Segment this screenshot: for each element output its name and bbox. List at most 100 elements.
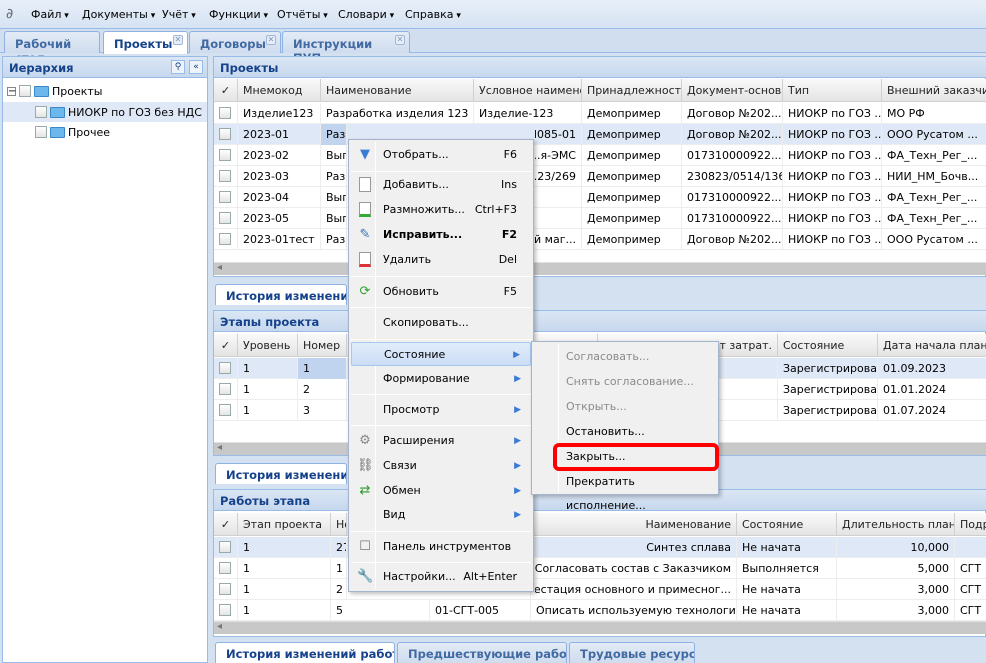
column-header[interactable]: Длительность план ▾	[837, 513, 955, 536]
menu-item[interactable]: Прекратить исполнение...	[566, 475, 646, 512]
tree-node-root[interactable]: − Проекты	[7, 81, 103, 101]
column-header[interactable]: Наименование	[321, 79, 474, 102]
menu-item[interactable]: 🔧 Настройки... Alt+Enter	[351, 565, 531, 589]
column-header[interactable]: Уровень	[238, 334, 298, 357]
checkbox[interactable]	[219, 233, 231, 245]
table-row[interactable]: 2023-05Выполнение ... Демопример017310000…	[214, 208, 986, 229]
row-checkbox-cell[interactable]	[214, 558, 238, 579]
checkbox[interactable]	[19, 85, 31, 97]
row-checkbox-cell[interactable]	[214, 379, 238, 400]
column-header[interactable]: Состояние	[737, 513, 837, 536]
close-icon[interactable]: ✕	[173, 35, 183, 45]
checkbox[interactable]	[35, 126, 47, 138]
row-checkbox-cell[interactable]	[214, 187, 238, 208]
horizontal-scrollbar[interactable]	[214, 621, 986, 634]
column-header[interactable]: Подр	[955, 513, 986, 536]
checkbox[interactable]	[35, 106, 47, 118]
checkbox[interactable]	[219, 362, 231, 374]
row-checkbox-cell[interactable]	[214, 103, 238, 124]
table-row[interactable]: 2023-04Выполнение ... Демопример017310000…	[214, 187, 986, 208]
menu-item[interactable]: ☐ Панель инструментов	[351, 535, 531, 559]
select-all-header[interactable]: ✓	[214, 513, 238, 536]
menu-item[interactable]: Добавить... Ins	[351, 173, 531, 197]
tab-predecessors[interactable]: Предшествующие работы	[397, 642, 567, 663]
checkbox[interactable]	[219, 604, 231, 616]
column-header[interactable]: Тип	[783, 79, 882, 102]
select-all-header[interactable]: ✓	[214, 79, 238, 102]
menu-documents[interactable]: Документы	[82, 8, 155, 21]
collapse-icon[interactable]: −	[7, 85, 17, 97]
checkbox[interactable]	[219, 128, 231, 140]
column-header[interactable]: Внешний заказчик	[882, 79, 986, 102]
column-header[interactable]: Документ-основан	[682, 79, 783, 102]
row-checkbox-cell[interactable]	[214, 358, 238, 379]
table-row[interactable]: 2023-03Разработка ... ...23/269Демопример…	[214, 166, 986, 187]
menu-item[interactable]: Остановить...	[566, 425, 645, 438]
menu-item[interactable]: ⇄ Обмен ▶	[351, 479, 531, 503]
row-checkbox-cell[interactable]	[214, 145, 238, 166]
menu-item[interactable]: ⛓ Связи ▶	[351, 454, 531, 478]
menu-item[interactable]: Формирование ▶	[351, 367, 531, 391]
tab-projects[interactable]: Проекты ✕	[103, 31, 188, 54]
menu-item-close[interactable]: Закрыть...	[566, 450, 626, 463]
checkbox[interactable]	[219, 404, 231, 416]
menu-functions[interactable]: Функции	[209, 8, 268, 21]
menu-item[interactable]: Удалить Del	[351, 248, 531, 272]
tab-labor-resources[interactable]: Трудовые ресурсы	[569, 642, 695, 663]
menu-item[interactable]: ✎ Исправить... F2	[351, 223, 531, 247]
row-checkbox-cell[interactable]	[214, 400, 238, 421]
table-row[interactable]: 1 2 Аттестация основного и примесног... Не …	[214, 579, 986, 600]
menu-file[interactable]: Файл	[31, 8, 69, 21]
menu-item[interactable]: Вид ▶	[351, 503, 531, 527]
column-header[interactable]: Мнемокод	[238, 79, 321, 102]
close-icon[interactable]: ✕	[395, 35, 405, 45]
select-all-header[interactable]: ✓	[214, 334, 238, 357]
row-checkbox-cell[interactable]	[214, 579, 238, 600]
collapse-panel-icon[interactable]: «	[189, 60, 203, 74]
checkbox[interactable]	[219, 212, 231, 224]
table-row[interactable]: 2023-01тестРазработка ... ...й маг...Демо…	[214, 229, 986, 250]
checkbox[interactable]	[219, 149, 231, 161]
menu-item[interactable]: Открыть...	[566, 400, 627, 413]
table-row[interactable]: 2023-02Выполнение ... ...я-ЭМСДемопример0…	[214, 145, 986, 166]
horizontal-scrollbar[interactable]	[214, 262, 986, 275]
menu-item[interactable]: Согласовать...	[566, 350, 650, 363]
column-header[interactable]: Но...	[331, 513, 347, 536]
table-row[interactable]: Изделие123 Разработка изделия 123 Изделие-…	[214, 103, 986, 124]
column-header[interactable]: ...счёт затрат.	[720, 334, 778, 357]
checkbox[interactable]	[219, 541, 231, 553]
checkbox[interactable]	[219, 383, 231, 395]
tab-work-history[interactable]: История изменений работы	[215, 642, 395, 663]
tab-stage-history[interactable]: История изменений э...	[215, 463, 347, 484]
checkbox[interactable]	[219, 191, 231, 203]
tree-node-other[interactable]: Прочее	[35, 122, 110, 142]
checkbox[interactable]	[219, 107, 231, 119]
row-checkbox-cell[interactable]	[214, 229, 238, 250]
menu-reports[interactable]: Отчёты	[277, 8, 328, 21]
menu-item[interactable]: Размножить... Ctrl+F3	[351, 198, 531, 222]
tab-contracts[interactable]: Договоры ✕	[189, 31, 281, 53]
table-row[interactable]: 1 1 Согласовать состав с Заказчиком Выполня…	[214, 558, 986, 579]
menu-item[interactable]: Просмотр ▶	[351, 398, 531, 422]
menu-item[interactable]: Состояние ▶	[351, 342, 531, 366]
row-checkbox-cell[interactable]	[214, 600, 238, 621]
menu-item[interactable]: ⟳ Обновить F5	[351, 280, 531, 304]
menu-item[interactable]: ▼ Отобрать... F6	[351, 143, 531, 167]
column-header[interactable]: Наименование	[535, 513, 737, 536]
menu-item[interactable]: Снять согласование...	[566, 375, 694, 388]
close-icon[interactable]: ✕	[266, 35, 276, 45]
row-checkbox-cell[interactable]	[214, 208, 238, 229]
menu-item[interactable]: Скопировать...	[351, 311, 531, 335]
tab-instructions[interactable]: Инструкции ПУП✕	[282, 31, 410, 65]
menu-help[interactable]: Справка	[405, 8, 461, 21]
tab-desktop[interactable]: Рабочий стол	[4, 31, 100, 65]
column-header[interactable]: Принадлежность	[582, 79, 682, 102]
checkbox[interactable]	[219, 170, 231, 182]
checkbox[interactable]	[219, 562, 231, 574]
menu-accounting[interactable]: Учёт	[162, 8, 196, 21]
table-row[interactable]: 2023-01Разработка технологии и ... Магнит…	[214, 124, 986, 145]
row-checkbox-cell[interactable]	[214, 124, 238, 145]
menu-dictionaries[interactable]: Словари	[338, 8, 394, 21]
column-header[interactable]: Условное наименова	[474, 79, 582, 102]
